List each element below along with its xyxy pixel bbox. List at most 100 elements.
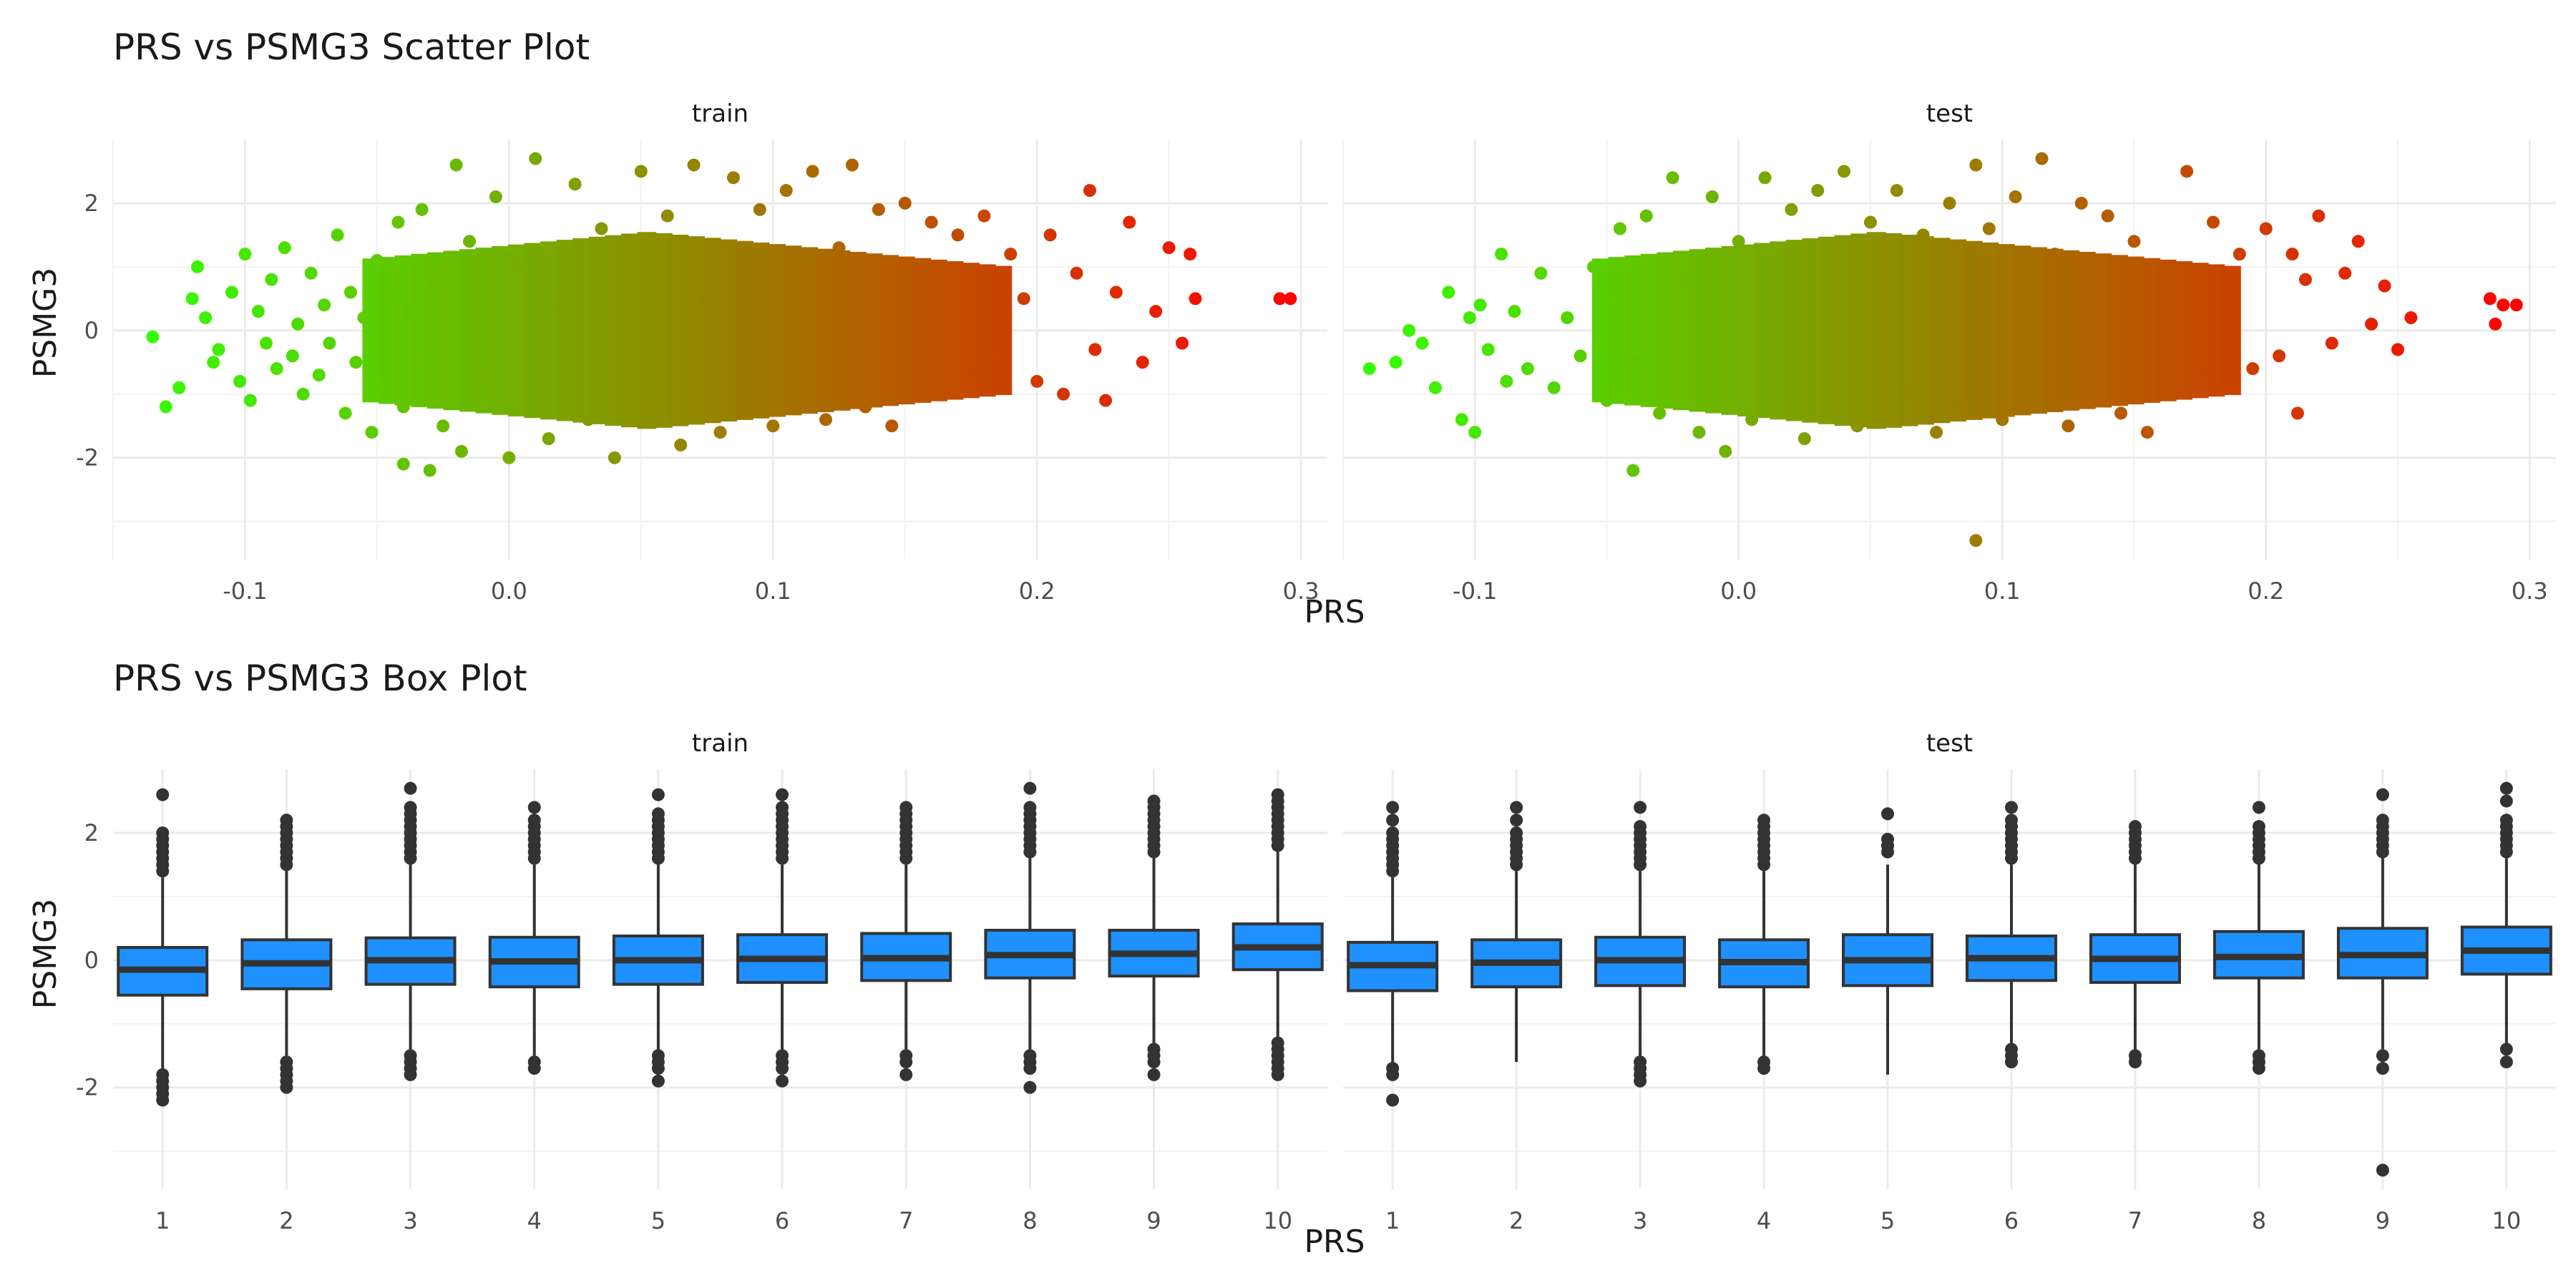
outlier-point	[651, 807, 665, 821]
data-point	[2101, 209, 2114, 223]
x-tick-label: 0.0	[491, 577, 527, 605]
outlier-point	[2252, 1062, 2265, 1075]
chart-title: PRS vs PSMG3 Scatter Plot	[113, 26, 590, 68]
point-cloud-band	[750, 242, 770, 419]
point-cloud-band	[443, 250, 463, 411]
data-point	[1679, 273, 1693, 286]
point-cloud-band	[1624, 255, 1644, 406]
outlier-point	[1634, 801, 1647, 814]
data-point	[1916, 228, 1930, 242]
data-point	[1732, 235, 1745, 248]
data-point	[2206, 215, 2220, 229]
data-point	[1136, 356, 1149, 369]
data-point	[1189, 292, 1202, 306]
data-point	[1785, 203, 1798, 216]
data-point	[1017, 292, 1030, 306]
data-point	[1692, 426, 1706, 439]
point-cloud-band	[1721, 245, 1741, 415]
data-point	[344, 286, 358, 299]
point-cloud-band	[1883, 233, 1902, 428]
data-point	[1428, 381, 1442, 394]
data-point	[608, 451, 621, 464]
outlier-point	[1386, 814, 1400, 827]
point-cloud-band	[1850, 233, 1870, 428]
data-point	[687, 158, 701, 172]
data-point	[1273, 292, 1287, 306]
outlier-point	[776, 1074, 789, 1088]
outlier-point	[2252, 801, 2265, 814]
y-tick-label: 2	[84, 819, 99, 847]
data-point	[1415, 336, 1429, 350]
outlier-point	[899, 801, 913, 814]
data-point	[259, 336, 273, 350]
data-point	[1508, 305, 1521, 318]
outlier-point	[2004, 1055, 2018, 1069]
point-cloud	[1592, 232, 2241, 429]
outlier-point	[280, 1080, 293, 1094]
outlier-point	[2499, 1043, 2513, 1056]
data-point	[146, 330, 160, 343]
point-cloud-band	[718, 239, 738, 422]
outlier-point	[1510, 814, 1523, 827]
data-point	[859, 400, 872, 414]
outlier-point	[2004, 801, 2018, 814]
point-cloud-band	[2109, 255, 2128, 406]
outlier-point	[1757, 1062, 1771, 1075]
data-point	[1631, 356, 1645, 369]
data-point	[423, 464, 436, 477]
scatter-chart: PRS vs PSMG3 Scatter Plot train -0.1 0.0 0.…	[27, 26, 2556, 630]
outlier-point	[651, 1074, 665, 1088]
data-point	[1057, 387, 1070, 401]
data-point	[1666, 171, 1679, 185]
x-tick-label: 5	[651, 1207, 665, 1234]
outlier-point	[899, 1055, 913, 1069]
x-tick-label: 1	[155, 1207, 170, 1234]
x-tick-label: 7	[2128, 1207, 2142, 1234]
point-cloud-band	[669, 235, 689, 426]
outlier-point	[651, 788, 665, 801]
data-point	[753, 203, 766, 216]
point-cloud-band	[1657, 252, 1676, 409]
point-cloud-band	[1996, 244, 2015, 417]
data-point	[1943, 196, 1956, 210]
data-point	[2351, 235, 2365, 248]
point-cloud-band	[426, 252, 447, 409]
point-cloud-band	[1915, 236, 1935, 425]
x-tick-label: 0.3	[2512, 577, 2548, 605]
data-point	[384, 292, 397, 306]
data-point	[2259, 222, 2273, 235]
point-cloud-band	[1737, 244, 1757, 416]
data-point	[502, 451, 516, 464]
data-point	[1824, 394, 1838, 407]
outlier-point	[404, 801, 417, 814]
y-tick-label: 0	[84, 317, 99, 344]
data-point	[1758, 171, 1772, 185]
data-point	[265, 273, 278, 286]
data-point	[2497, 298, 2510, 312]
data-point	[489, 190, 502, 204]
point-cloud-band	[2011, 245, 2031, 416]
data-point	[296, 387, 310, 401]
data-point	[172, 381, 186, 394]
point-cloud-band	[1963, 240, 1983, 420]
x-tick-label: 10	[2492, 1207, 2521, 1234]
strip-label: test	[1926, 99, 1973, 128]
data-point	[318, 298, 331, 312]
data-point	[429, 279, 442, 293]
data-point	[2509, 298, 2523, 312]
data-point	[793, 387, 806, 401]
data-point	[2365, 317, 2379, 331]
outlier-point	[156, 788, 170, 801]
data-point	[2489, 317, 2502, 331]
data-point	[304, 266, 318, 280]
data-point	[2140, 426, 2154, 439]
data-point	[278, 241, 291, 255]
outlier-point	[2499, 794, 2513, 808]
data-point	[2114, 406, 2128, 420]
outlier-point	[1634, 820, 1647, 834]
data-point	[2483, 292, 2497, 306]
point-cloud-band	[960, 263, 980, 399]
x-tick-label: 6	[2004, 1207, 2019, 1234]
scatter-panel-test: test -0.1 0.0 0.1 0.2 0.3	[1342, 99, 2556, 605]
point-cloud-band	[379, 257, 398, 404]
